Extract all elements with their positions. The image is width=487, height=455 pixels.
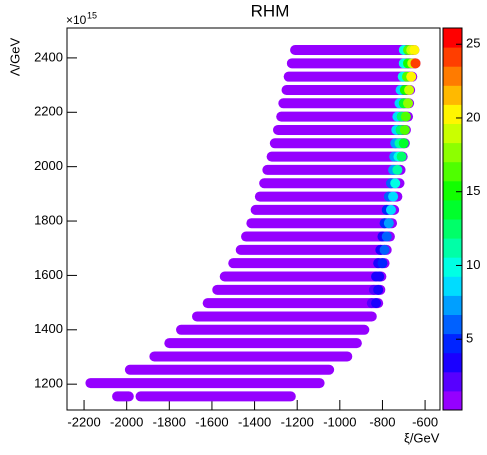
y-tick-label: 1600 <box>34 267 63 282</box>
x-tick-label: -2200 <box>67 414 100 429</box>
z-tick-label: 5 <box>466 331 473 346</box>
point <box>399 124 410 135</box>
plot-frame <box>66 27 441 411</box>
color-band <box>443 47 462 67</box>
color-band <box>443 180 462 201</box>
color-band <box>443 85 462 105</box>
point <box>385 204 396 215</box>
y-tick-label: 1400 <box>34 321 63 336</box>
point <box>388 191 399 202</box>
color-band <box>443 66 462 86</box>
point <box>377 258 388 269</box>
color-band <box>443 238 462 258</box>
x-tick-label: -2000 <box>110 414 143 429</box>
color-band <box>443 219 462 239</box>
point <box>396 151 407 162</box>
color-band <box>443 276 462 296</box>
x-axis-label: ξ/GeV <box>404 430 440 445</box>
z-tick-label: 15 <box>466 183 480 198</box>
y-tick-label: 2000 <box>34 158 63 173</box>
x-tick-label: -1600 <box>195 414 228 429</box>
y-axis-label: Λ/GeV <box>7 38 22 77</box>
y-tick-label: 2400 <box>34 49 63 64</box>
z-tick-label: 10 <box>466 257 480 272</box>
color-band <box>443 28 462 48</box>
x-tick-label: -1400 <box>238 414 271 429</box>
color-band <box>443 257 462 277</box>
color-band <box>443 104 462 124</box>
z-tick-label: 20 <box>466 109 480 124</box>
y-tick-label: 1200 <box>34 376 63 391</box>
color-band <box>443 390 462 411</box>
color-band <box>443 142 462 163</box>
x-tick-label: -1000 <box>323 414 356 429</box>
point <box>379 244 390 255</box>
y-tick-label: 1800 <box>34 212 63 227</box>
x-tick-label: -1800 <box>153 414 186 429</box>
z-tick-label: 25 <box>466 36 480 51</box>
point <box>390 178 401 189</box>
color-band <box>443 199 462 220</box>
color-band <box>443 161 462 182</box>
point <box>403 98 414 109</box>
color-band <box>443 371 462 392</box>
y-tick-label: 2200 <box>34 104 63 119</box>
point <box>404 84 415 95</box>
color-band <box>443 295 462 315</box>
point <box>373 284 384 295</box>
point <box>392 164 403 175</box>
y-multiplier-exponent: 15 <box>87 10 97 20</box>
point <box>398 138 409 149</box>
point <box>400 111 411 122</box>
color-band <box>443 352 462 373</box>
point <box>409 45 420 56</box>
x-tick-label: -800 <box>369 414 395 429</box>
point <box>374 271 385 282</box>
color-band <box>443 333 462 354</box>
color-bar-frame <box>442 27 463 411</box>
point <box>383 218 394 229</box>
chart-title: RHM <box>251 1 290 20</box>
color-band <box>443 123 462 144</box>
x-tick-label: -600 <box>412 414 438 429</box>
point <box>381 231 392 242</box>
point <box>410 58 421 69</box>
color-band <box>443 314 462 335</box>
x-tick-label: -1200 <box>281 414 314 429</box>
y-multiplier: ×10 <box>66 13 87 27</box>
point <box>406 71 417 82</box>
point <box>371 298 382 309</box>
